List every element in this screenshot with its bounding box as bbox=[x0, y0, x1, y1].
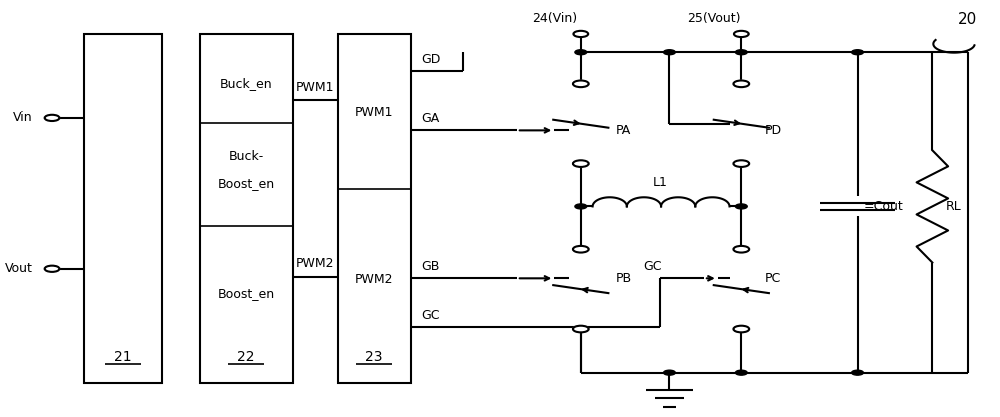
Text: Vout: Vout bbox=[4, 262, 32, 275]
Text: GB: GB bbox=[421, 260, 440, 273]
Text: GC: GC bbox=[421, 309, 440, 322]
Circle shape bbox=[733, 160, 749, 167]
Text: PD: PD bbox=[765, 124, 782, 137]
Bar bbox=[338, 34, 411, 383]
Circle shape bbox=[573, 246, 589, 253]
Circle shape bbox=[664, 370, 675, 375]
Circle shape bbox=[852, 50, 863, 55]
Circle shape bbox=[573, 326, 589, 332]
Text: PC: PC bbox=[765, 272, 781, 285]
Text: 23: 23 bbox=[365, 350, 383, 364]
Text: 24(Vin): 24(Vin) bbox=[532, 13, 577, 25]
Bar bbox=[84, 34, 162, 383]
Circle shape bbox=[734, 31, 749, 37]
Circle shape bbox=[573, 31, 588, 37]
Circle shape bbox=[735, 50, 747, 55]
Text: Boost_en: Boost_en bbox=[217, 287, 275, 300]
Circle shape bbox=[733, 80, 749, 87]
Text: PWM1: PWM1 bbox=[296, 80, 334, 94]
Text: PWM2: PWM2 bbox=[355, 273, 393, 286]
Bar bbox=[200, 34, 293, 383]
Text: L1: L1 bbox=[653, 176, 668, 188]
Text: Buck_en: Buck_en bbox=[220, 77, 272, 90]
Text: GD: GD bbox=[421, 53, 441, 66]
Circle shape bbox=[733, 326, 749, 332]
Text: 20: 20 bbox=[958, 13, 977, 28]
Circle shape bbox=[575, 204, 587, 209]
Circle shape bbox=[735, 370, 747, 375]
Text: PB: PB bbox=[615, 272, 631, 285]
Text: PA: PA bbox=[615, 124, 631, 137]
Text: 21: 21 bbox=[114, 350, 132, 364]
Circle shape bbox=[733, 246, 749, 253]
Circle shape bbox=[573, 160, 589, 167]
Circle shape bbox=[573, 80, 589, 87]
Text: GC: GC bbox=[643, 260, 661, 273]
Text: GA: GA bbox=[421, 112, 440, 126]
Circle shape bbox=[852, 370, 863, 375]
Text: 25(Vout): 25(Vout) bbox=[687, 13, 740, 25]
Text: PWM1: PWM1 bbox=[355, 106, 393, 119]
Text: Boost_en: Boost_en bbox=[217, 177, 275, 190]
Text: PWM2: PWM2 bbox=[296, 257, 334, 270]
Text: Buck-: Buck- bbox=[228, 151, 264, 163]
Text: =Cout: =Cout bbox=[863, 200, 903, 213]
Text: RL: RL bbox=[946, 200, 962, 213]
Text: 22: 22 bbox=[237, 350, 255, 364]
Circle shape bbox=[735, 204, 747, 209]
Circle shape bbox=[45, 266, 59, 272]
Text: Vin: Vin bbox=[13, 111, 32, 124]
Circle shape bbox=[575, 50, 587, 55]
Circle shape bbox=[45, 115, 59, 121]
Circle shape bbox=[664, 50, 675, 55]
